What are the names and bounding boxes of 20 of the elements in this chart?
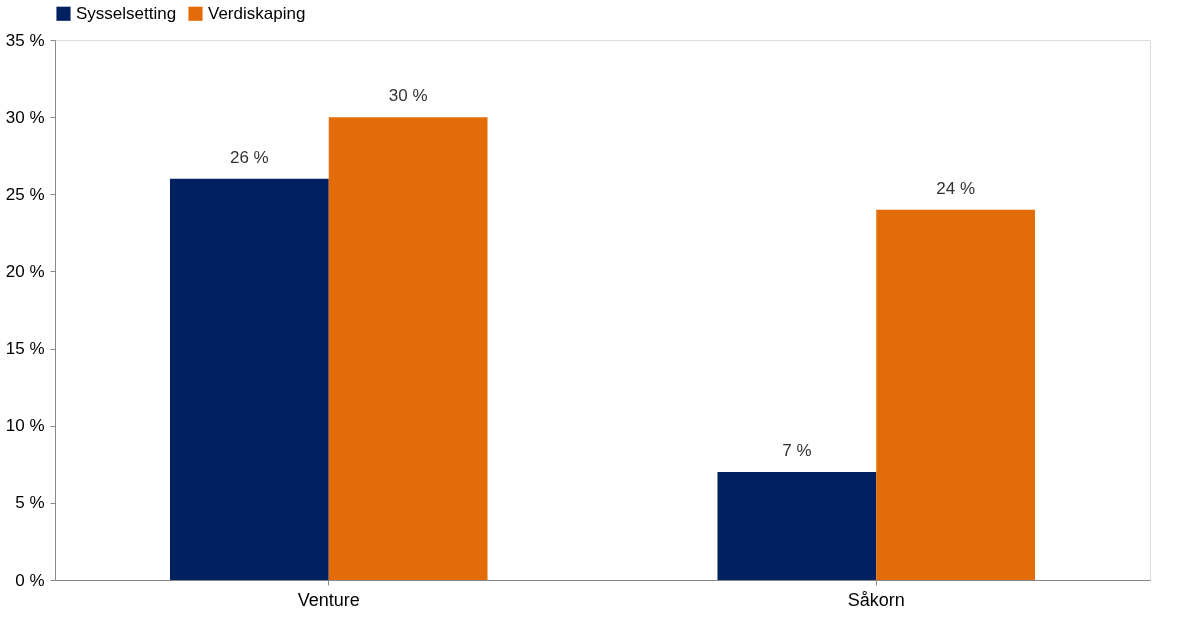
x-tick-label: Såkorn [847,589,905,610]
y-tick-label: 20 % [5,261,45,281]
legend-label: Sysselsetting [76,3,177,23]
y-tick-label: 25 % [5,184,45,204]
y-tick-label: 15 % [5,339,45,359]
legend-label: Verdiskaping [208,3,306,23]
data-label: 26 % [229,147,269,167]
bar [328,117,488,580]
bar [717,472,877,580]
y-tick-label: 10 % [5,416,45,436]
data-label: 24 % [936,178,976,198]
bar [876,209,1036,580]
y-tick-label: 0 % [15,570,45,590]
y-tick-label: 35 % [5,30,45,50]
y-tick-label: 30 % [5,107,45,127]
y-tick-label: 5 % [15,493,45,513]
data-label: 7 % [782,441,812,460]
bar [169,178,329,580]
data-label: 30 % [388,86,428,106]
x-tick-label: Venture [297,589,360,610]
